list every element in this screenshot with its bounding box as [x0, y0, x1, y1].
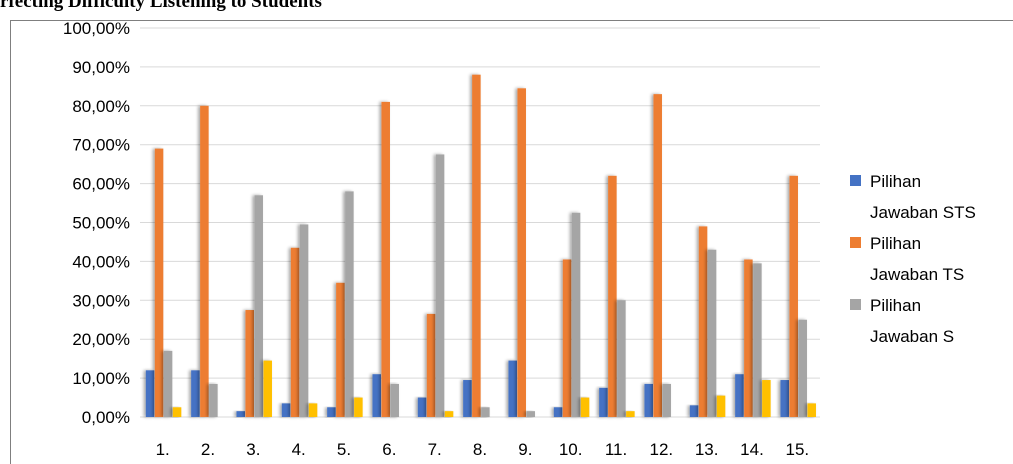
- bar-series-2-5: [336, 282, 345, 417]
- bar-series-1-11: [599, 387, 608, 417]
- legend-swatch: [850, 175, 861, 186]
- bar-series-1-15: [780, 380, 789, 417]
- bar-series-3-12: [662, 383, 671, 417]
- legend-label-line1: Pilihan: [870, 234, 921, 253]
- bar-series-2-14: [744, 259, 753, 417]
- bar-series-2-6: [381, 101, 390, 417]
- x-tick-label: 1.: [156, 440, 170, 459]
- y-tick-label: 30,00%: [72, 291, 130, 310]
- bar-series-3-6: [390, 383, 399, 417]
- y-tick-label: 10,00%: [72, 369, 130, 388]
- y-tick-label: 0,00%: [82, 408, 130, 427]
- bar-series-4-5: [354, 397, 363, 417]
- bar-series-1-10: [553, 407, 563, 417]
- bar-series-4-11: [626, 411, 635, 417]
- x-tick-label: 10.: [559, 440, 583, 459]
- legend-swatch: [850, 237, 861, 248]
- bar-series-1-9: [508, 360, 517, 417]
- x-tick-label: 5.: [337, 440, 351, 459]
- x-tick-label: 7.: [428, 440, 442, 459]
- y-tick-label: 60,00%: [72, 175, 130, 194]
- bar-series-1-5: [327, 407, 336, 417]
- bar-series-1-14: [735, 374, 744, 417]
- legend-label-line2: Jawaban STS: [870, 203, 976, 222]
- bar-series-4-14: [762, 380, 771, 417]
- bar-series-4-1: [172, 407, 182, 417]
- bar-series-2-7: [426, 313, 436, 417]
- bar-series-1-7: [417, 397, 427, 417]
- bar-series-3-5: [345, 191, 354, 417]
- bar-series-3-1: [163, 350, 173, 417]
- legend-label-line1: Pilihan: [870, 296, 921, 315]
- bar-series-2-10: [562, 259, 572, 417]
- bar-series-4-7: [444, 411, 454, 417]
- bar-series-3-7: [435, 154, 445, 418]
- legend: Pilihan Jawaban STS Pilihan Jawaban TS Pilih…: [850, 172, 976, 346]
- x-tick-label: 4.: [292, 440, 306, 459]
- bar-series-4-3: [263, 360, 272, 417]
- y-tick-label: 50,00%: [72, 214, 130, 233]
- x-tick-label: 12.: [650, 440, 674, 459]
- y-axis-ticks: 0,00% 10,00% 20,00% 30,00% 40,00% 50,00% 60,00…: [63, 19, 130, 427]
- bar-series-2-9: [517, 88, 526, 418]
- chart-border: [10, 20, 1013, 464]
- bar-series-3-4: [299, 224, 309, 417]
- bar-series-3-2: [209, 383, 218, 417]
- bar-series-4-4: [308, 403, 318, 417]
- bar-series-4-15: [807, 403, 816, 417]
- bar-series-1-2: [191, 370, 200, 417]
- bar-series-3-13: [707, 249, 717, 417]
- bar-series-3-11: [617, 300, 626, 417]
- x-tick-label: 15.: [786, 440, 810, 459]
- bar-series-2-12: [653, 94, 662, 417]
- x-tick-label: 11.: [605, 440, 627, 459]
- y-tick-label: 100,00%: [63, 19, 130, 38]
- x-tick-label: 9.: [518, 440, 532, 459]
- legend-label-line1: Pilihan: [870, 172, 921, 191]
- y-tick-label: 80,00%: [72, 97, 130, 116]
- x-tick-label: 6.: [382, 440, 396, 459]
- legend-swatch: [850, 299, 861, 310]
- x-tick-label: 13.: [695, 440, 719, 459]
- bar-series-3-9: [526, 411, 535, 417]
- bar-series-1-12: [644, 383, 653, 417]
- x-tick-label: 8.: [473, 440, 487, 459]
- y-tick-label: 70,00%: [72, 136, 130, 155]
- legend-label-line2: Jawaban TS: [870, 265, 964, 284]
- bar-series-2-11: [608, 175, 617, 417]
- bar-series-4-10: [580, 397, 590, 417]
- bar-series-1-3: [236, 411, 245, 417]
- x-tick-label: 2.: [201, 440, 215, 459]
- bar-series-2-2: [200, 105, 209, 418]
- legend-label-line2: Jawaban S: [870, 327, 954, 346]
- bar-series-3-14: [753, 263, 762, 417]
- bar-series-3-3: [254, 195, 263, 417]
- bar-series-2-8: [472, 74, 481, 418]
- x-axis-ticks: 1. 2. 3. 4. 5. 6. 7. 8. 9. 10. 11. 12. 13. 14. 15.: [156, 440, 810, 459]
- y-tick-label: 40,00%: [72, 252, 130, 271]
- bar-series-2-3: [245, 310, 254, 417]
- y-tick-label: 20,00%: [72, 330, 130, 349]
- bar-series-1-6: [372, 374, 381, 417]
- bar-series-1-1: [145, 370, 155, 417]
- bar-series-1-8: [463, 380, 472, 417]
- bar-series-1-4: [281, 403, 291, 417]
- bar-series-2-15: [789, 175, 798, 417]
- bars: [145, 74, 816, 418]
- y-tick-label: 90,00%: [72, 58, 130, 77]
- bar-series-3-15: [798, 319, 807, 417]
- bar-series-2-13: [698, 226, 708, 417]
- x-tick-label: 14.: [740, 440, 764, 459]
- x-tick-label: 3.: [246, 440, 260, 459]
- page-title: rfecting Difficulty Listening to Student…: [0, 0, 322, 12]
- bar-series-4-13: [716, 395, 726, 417]
- bar-series-3-8: [481, 407, 490, 417]
- bar-series-1-13: [689, 405, 699, 417]
- bar-series-2-4: [290, 247, 300, 417]
- bar-series-2-1: [154, 148, 164, 417]
- bar-series-3-10: [571, 212, 581, 417]
